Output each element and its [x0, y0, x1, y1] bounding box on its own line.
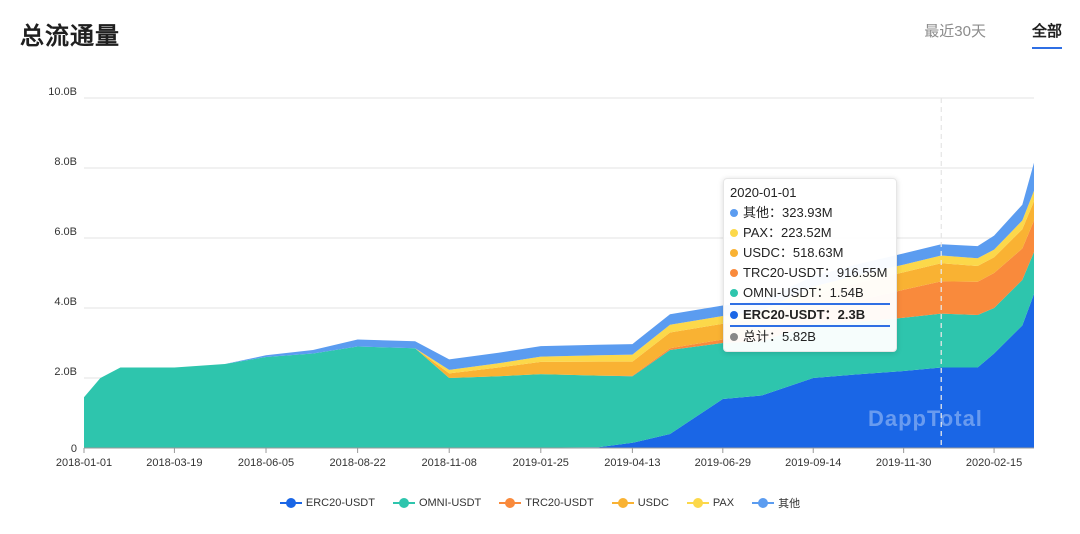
legend-swatch-icon: [499, 498, 522, 508]
legend-swatch-icon: [279, 498, 302, 508]
page-title: 总流通量: [20, 23, 120, 50]
tooltip-dot-icon: [730, 229, 738, 237]
legend-item-other[interactable]: 其他: [752, 495, 800, 511]
area-series-其他: [84, 162, 1034, 398]
chart-tooltip: 2020-01-01 其他：323.93M PAX：223.52M USDC：5…: [723, 178, 897, 352]
y-tick-label: 6.0B: [54, 226, 77, 238]
legend-item-omni[interactable]: OMNI-USDT: [392, 495, 482, 511]
legend-swatch-icon: [611, 498, 634, 508]
legend-label: PAX: [712, 497, 735, 509]
x-tick-label: 2018-08-22: [329, 457, 385, 469]
x-tick-label: 2019-06-29: [695, 457, 751, 469]
x-tick-label: 2019-11-30: [876, 457, 931, 469]
tooltip-row-label: OMNI-USDT：1.54B: [743, 285, 864, 300]
tooltip-row-trc20: TRC20-USDT：916.55M: [730, 263, 890, 283]
y-tick-label: 10.0B: [48, 86, 77, 98]
legend-swatch-icon: [686, 498, 709, 508]
x-tick-label: 2020-02-15: [966, 457, 1022, 469]
tooltip-row-label: USDC：518.63M: [743, 245, 844, 260]
legend-item-trc20[interactable]: TRC20-USDT: [499, 495, 594, 511]
tab-last-30-days[interactable]: 最近30天: [924, 23, 986, 40]
tooltip-row-erc20: ERC20-USDT：2.3B: [730, 303, 890, 327]
tab-all[interactable]: 全部: [1031, 20, 1062, 49]
tooltip-row-label: PAX：223.52M: [743, 225, 832, 240]
legend-label: TRC20-USDT: [525, 497, 594, 509]
tooltip-row-label: 总计：5.82B: [743, 329, 816, 344]
legend-label: OMNI-USDT: [418, 497, 482, 509]
tooltip-dot-icon: [730, 269, 738, 277]
legend-label: ERC20-USDT: [305, 497, 375, 509]
range-tabs: 最近30天 全部: [924, 20, 1062, 49]
tooltip-row-label: 其他：323.93M: [743, 205, 833, 220]
tooltip-dot-icon: [730, 333, 738, 341]
legend-label: USDC: [637, 497, 669, 509]
tooltip-dot-icon: [730, 209, 738, 217]
tooltip-dot-icon: [730, 311, 738, 319]
watermark-text: DappTotal: [868, 406, 983, 431]
y-tick-label: 2.0B: [54, 366, 77, 378]
x-tick-label: 2018-01-01: [56, 457, 112, 469]
legend-swatch-icon: [752, 498, 775, 508]
tooltip-dot-icon: [730, 289, 738, 297]
legend-swatch-icon: [392, 498, 415, 508]
tooltip-date: 2020-01-01: [730, 185, 797, 200]
x-tick-label: 2018-03-19: [146, 457, 202, 469]
x-tick-label: 2018-11-08: [421, 457, 476, 469]
x-tick-label: 2019-04-13: [604, 457, 660, 469]
axes: 0 2.0B 4.0B 6.0B 8.0B 10.0B 2018-01-01 2018-03-…: [48, 86, 1034, 469]
tooltip-dot-icon: [730, 249, 738, 257]
y-tick-label: 4.0B: [54, 296, 77, 308]
legend-item-erc20[interactable]: ERC20-USDT: [279, 495, 375, 511]
x-tick-label: 2019-01-25: [513, 457, 569, 469]
area-series-OMNI-USDT: [84, 252, 1034, 448]
x-tick-label: 2018-06-05: [238, 457, 294, 469]
legend-item-pax[interactable]: PAX: [686, 495, 735, 511]
tooltip-row-label: ERC20-USDT：2.3B: [743, 307, 866, 322]
tooltip-row-pax: PAX：223.52M: [730, 223, 890, 243]
area-series-ERC20-USDT: [84, 294, 1034, 448]
tooltip-row-omni: OMNI-USDT：1.54B: [730, 283, 890, 303]
tooltip-row-label: TRC20-USDT：916.55M: [743, 265, 888, 280]
chart-legend: ERC20-USDT OMNI-USDT TRC20-USDT USDC PAX…: [0, 495, 1080, 511]
x-tick-label: 2019-09-14: [785, 457, 841, 469]
y-tick-label: 0: [71, 443, 77, 455]
tooltip-row-usdc: USDC：518.63M: [730, 243, 890, 263]
legend-label: 其他: [778, 498, 801, 510]
tooltip-row-other: 其他：323.93M: [730, 203, 890, 223]
y-tick-label: 8.0B: [54, 156, 77, 168]
legend-item-usdc[interactable]: USDC: [611, 495, 669, 511]
tooltip-row-total: 总计：5.82B: [730, 327, 890, 347]
